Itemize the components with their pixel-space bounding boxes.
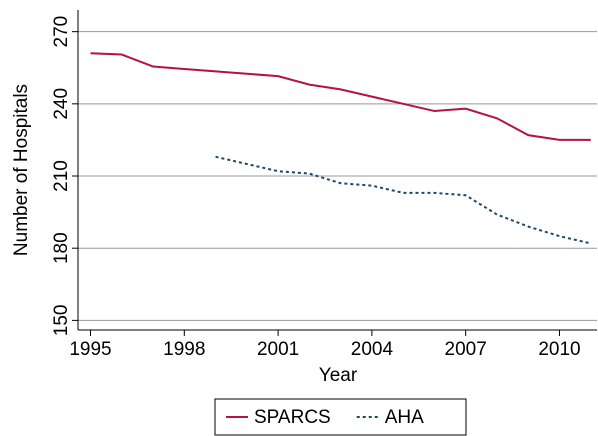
x-tick-label: 2007: [445, 339, 487, 360]
x-tick-label: 2004: [351, 339, 394, 360]
legend-label: AHA: [385, 407, 424, 428]
x-tick-label: 1998: [163, 339, 205, 360]
y-tick-label: 240: [51, 88, 72, 120]
legend-box: [214, 398, 467, 436]
x-tick-label: 2010: [538, 339, 580, 360]
legend-label: SPARCS: [254, 407, 331, 428]
data-line: [90, 52, 591, 141]
y-tick-label: 180: [51, 232, 72, 264]
x-tick-label: 1995: [69, 339, 111, 360]
y-axis-label: Number of Hospitals: [11, 84, 32, 256]
y-tick-label: 270: [51, 16, 72, 48]
x-tick-label: 2001: [257, 339, 299, 360]
y-tick-label: 210: [51, 160, 72, 192]
y-tick-label: 150: [51, 305, 72, 337]
x-axis-label: Year: [319, 365, 358, 386]
data-line: [215, 155, 591, 245]
